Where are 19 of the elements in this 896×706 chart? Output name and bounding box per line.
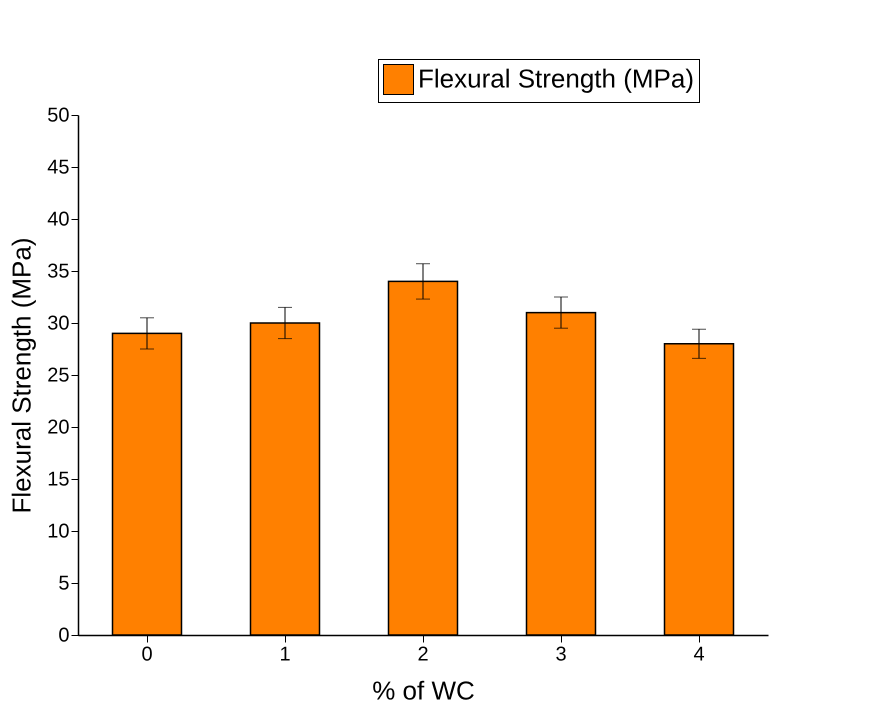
x-axis-title: % of WC	[372, 676, 475, 706]
legend-label: Flexural Strength (MPa)	[418, 64, 694, 94]
y-tick-label: 5	[58, 572, 70, 594]
y-tick-label: 10	[47, 520, 70, 542]
y-tick-label: 35	[47, 260, 70, 282]
y-tick-label: 45	[47, 156, 70, 178]
x-tick-label: 3	[555, 644, 567, 666]
x-tick-label: 0	[141, 644, 153, 666]
x-tick-label: 1	[279, 644, 291, 666]
y-tick-label: 20	[47, 416, 70, 438]
y-tick-label: 0	[58, 624, 70, 646]
y-tick-label: 40	[47, 208, 70, 230]
y-tick-label: 15	[47, 468, 70, 490]
x-tick-label: 4	[693, 644, 705, 666]
x-tick-label: 2	[417, 644, 429, 666]
y-tick-label: 30	[47, 312, 70, 334]
y-axis-title: Flexural Strength (MPa)	[6, 238, 36, 514]
y-tick-label: 25	[47, 364, 70, 386]
y-tick-label: 50	[47, 104, 70, 126]
